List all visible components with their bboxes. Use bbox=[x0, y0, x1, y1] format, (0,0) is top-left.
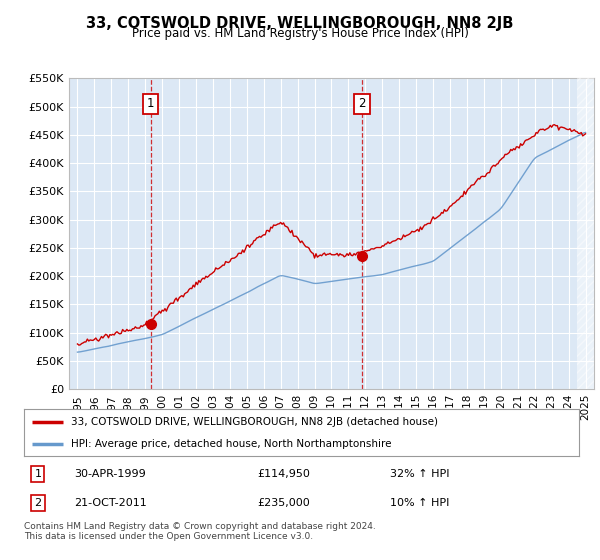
Text: 1: 1 bbox=[147, 97, 155, 110]
Text: 2: 2 bbox=[358, 97, 366, 110]
Text: 21-OCT-2011: 21-OCT-2011 bbox=[74, 498, 146, 508]
Text: £235,000: £235,000 bbox=[257, 498, 310, 508]
Text: 1: 1 bbox=[34, 469, 41, 479]
Text: 32% ↑ HPI: 32% ↑ HPI bbox=[391, 469, 450, 479]
Text: 33, COTSWOLD DRIVE, WELLINGBOROUGH, NN8 2JB: 33, COTSWOLD DRIVE, WELLINGBOROUGH, NN8 … bbox=[86, 16, 514, 31]
Text: 30-APR-1999: 30-APR-1999 bbox=[74, 469, 146, 479]
Text: Price paid vs. HM Land Registry's House Price Index (HPI): Price paid vs. HM Land Registry's House … bbox=[131, 27, 469, 40]
Text: 2: 2 bbox=[34, 498, 41, 508]
Bar bbox=[577, 78, 596, 389]
Text: 33, COTSWOLD DRIVE, WELLINGBOROUGH, NN8 2JB (detached house): 33, COTSWOLD DRIVE, WELLINGBOROUGH, NN8 … bbox=[71, 417, 438, 427]
Text: £114,950: £114,950 bbox=[257, 469, 310, 479]
Text: Contains HM Land Registry data © Crown copyright and database right 2024.
This d: Contains HM Land Registry data © Crown c… bbox=[24, 522, 376, 542]
Text: 10% ↑ HPI: 10% ↑ HPI bbox=[391, 498, 449, 508]
Text: HPI: Average price, detached house, North Northamptonshire: HPI: Average price, detached house, Nort… bbox=[71, 438, 392, 449]
